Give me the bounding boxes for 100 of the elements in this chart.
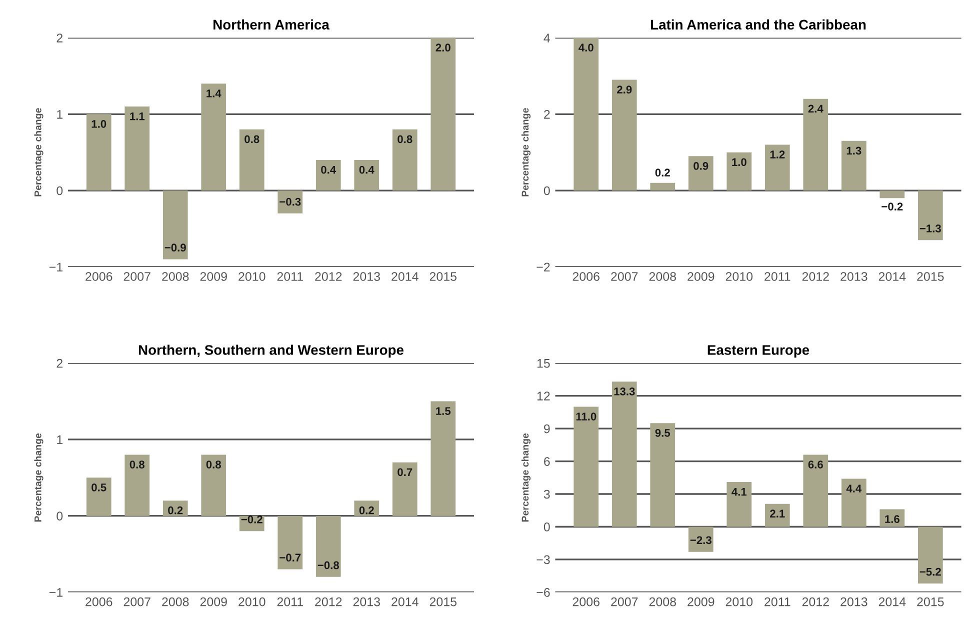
x-tick-label: 2015	[430, 597, 457, 606]
bar	[392, 462, 418, 516]
bar	[354, 160, 380, 191]
data-label: 0.5	[92, 484, 106, 492]
y-tick-label: −1	[49, 588, 62, 597]
bar	[239, 129, 264, 191]
y-tick-label: −3	[536, 555, 550, 564]
bar	[650, 182, 676, 191]
x-tick-label: 2012	[802, 597, 829, 606]
y-tick-label: 4	[544, 34, 550, 42]
data-label: −5.2	[920, 568, 941, 576]
x-tick-label: 2011	[764, 597, 790, 606]
data-label: 0.8	[206, 460, 221, 468]
y-axis-title: Percentage change	[34, 433, 44, 522]
data-label: −2.3	[690, 536, 712, 544]
y-tick-label: 0	[56, 186, 63, 196]
bar	[201, 454, 226, 516]
x-tick-label: 2007	[611, 272, 638, 281]
x-tick-label: 2009	[200, 272, 227, 281]
bar	[574, 38, 599, 191]
y-axis-title: Percentage change	[34, 108, 44, 196]
bar	[764, 144, 790, 191]
x-tick-label: 2011	[764, 272, 790, 281]
chart-title: Eastern Europe	[708, 345, 810, 358]
data-label: 4.0	[578, 44, 594, 52]
data-label: 1.2	[770, 150, 785, 158]
bar	[354, 500, 380, 516]
data-label: −0.9	[164, 244, 186, 252]
bar	[430, 401, 456, 516]
x-tick-label: 2008	[162, 597, 189, 606]
data-label: 0.4	[359, 166, 374, 174]
data-label: 11.0	[576, 412, 596, 420]
x-tick-label: 2006	[86, 597, 112, 606]
data-label: 1.3	[846, 146, 862, 155]
x-tick-label: 2013	[840, 272, 868, 281]
x-tick-label: 2011	[277, 597, 303, 606]
data-label: 0.2	[359, 506, 374, 514]
x-tick-label: 2010	[726, 272, 753, 281]
bar	[803, 98, 828, 191]
data-label: 4.1	[732, 488, 747, 496]
x-tick-label: 2010	[238, 597, 266, 606]
y-tick-label: 2	[56, 358, 62, 368]
bar	[392, 129, 418, 191]
data-label: −1.3	[920, 224, 941, 232]
bar	[841, 478, 866, 527]
x-tick-label: 2012	[802, 272, 829, 281]
bar	[803, 454, 828, 527]
y-tick-label: 0	[544, 186, 550, 196]
bar	[764, 504, 790, 527]
bar	[726, 482, 752, 527]
data-label: 1.5	[436, 407, 451, 416]
x-tick-label: 2015	[430, 272, 457, 281]
data-label: 1.6	[885, 515, 900, 524]
y-tick-label: −6	[536, 588, 550, 597]
bar	[124, 106, 150, 191]
x-tick-label: 2007	[124, 597, 150, 606]
y-tick-label: −1	[49, 262, 62, 272]
bar	[918, 190, 943, 240]
x-tick-label: 2008	[649, 272, 676, 281]
bar	[574, 406, 599, 527]
x-tick-label: 2013	[353, 597, 380, 606]
x-tick-label: 2013	[840, 597, 868, 606]
x-tick-label: 2014	[878, 597, 906, 606]
x-tick-label: 2006	[86, 272, 112, 281]
data-label: 0.8	[398, 135, 412, 144]
bar	[201, 84, 226, 191]
y-tick-label: 0	[56, 512, 63, 520]
x-tick-label: 2014	[878, 272, 906, 281]
data-label: 2.0	[436, 44, 450, 52]
x-tick-label: 2015	[917, 272, 944, 281]
x-tick-label: 2012	[315, 597, 342, 606]
bar	[841, 140, 866, 191]
data-label: 1.1	[130, 112, 145, 120]
bar	[162, 500, 188, 516]
x-tick-label: 2010	[238, 272, 266, 281]
x-tick-label: 2009	[688, 597, 714, 606]
x-tick-label: 2006	[572, 597, 600, 606]
y-tick-label: 6	[544, 457, 550, 466]
bar	[726, 152, 752, 191]
x-tick-label: 2015	[917, 597, 944, 606]
data-label: 0.2	[655, 168, 670, 177]
data-label: 0.8	[244, 135, 260, 144]
data-label: 1.0	[732, 158, 746, 166]
data-label: 2.9	[617, 86, 632, 94]
data-label: 0.9	[694, 162, 708, 170]
y-axis-title: Percentage change	[521, 433, 531, 522]
bar	[688, 156, 714, 191]
x-tick-label: 2011	[277, 272, 303, 281]
chart-title: Latin America and the Caribbean	[651, 19, 866, 30]
chart-title: Northern, Southern and Western Europe	[138, 344, 404, 358]
bar	[278, 516, 303, 570]
x-tick-label: 2008	[649, 597, 676, 606]
x-tick-label: 2014	[392, 272, 418, 281]
bar	[86, 478, 112, 516]
y-tick-label: 1	[57, 110, 62, 119]
y-tick-label: 15	[537, 359, 550, 368]
bar	[124, 454, 150, 516]
x-tick-label: 2006	[572, 272, 600, 281]
bar	[918, 526, 943, 584]
y-tick-label: 2	[544, 110, 550, 119]
